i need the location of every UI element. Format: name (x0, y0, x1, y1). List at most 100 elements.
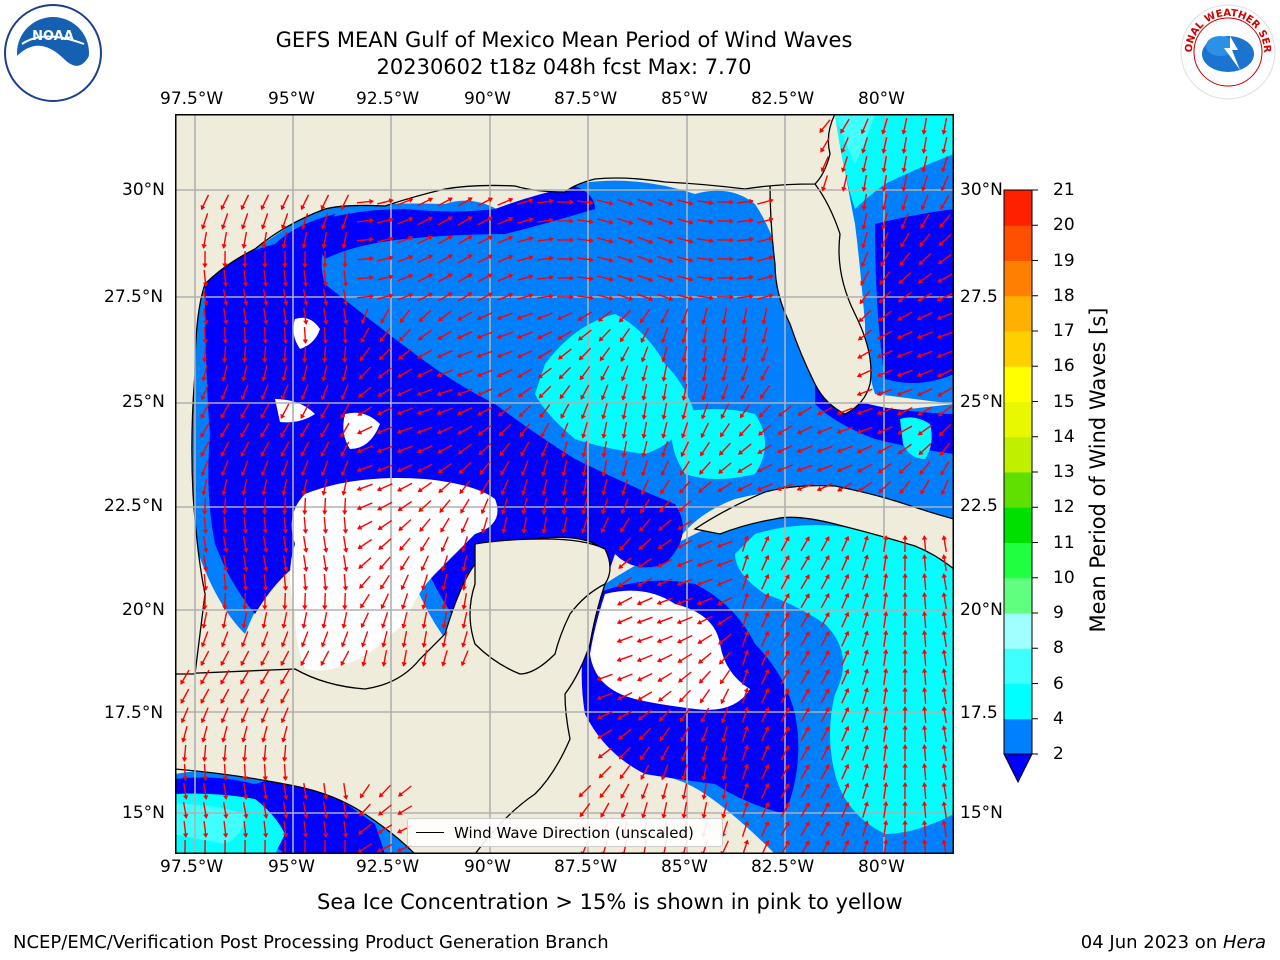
wind-wave-arrowhead (282, 605, 288, 610)
wind-wave-arrowhead (203, 813, 209, 819)
wind-wave-arrowhead (608, 276, 614, 282)
wind-wave-arrowhead (541, 509, 547, 515)
colorbar-tick-label: 9 (1053, 603, 1064, 623)
wind-wave-arrowhead (302, 510, 308, 515)
wind-wave-arrowhead (921, 648, 928, 654)
wind-wave-arrowhead (648, 219, 654, 226)
colorbar-tick-label: 14 (1053, 426, 1075, 447)
wind-wave-arrowhead (902, 725, 908, 730)
wind-wave-arrowhead (863, 801, 869, 807)
wind-wave-arrowhead (921, 800, 928, 806)
wind-wave-arrowhead (858, 317, 864, 323)
wind-wave-arrowhead (320, 660, 326, 666)
wind-wave-arrowhead (369, 198, 374, 205)
wind-wave-arrowhead (636, 619, 642, 625)
wind-wave-arrowhead (877, 316, 884, 322)
wind-wave-arrowhead (636, 637, 642, 644)
wind-wave-arrowhead (200, 451, 206, 457)
wind-wave-arrowhead (721, 813, 727, 819)
wind-wave-arrowhead (821, 186, 827, 192)
wind-wave-arrowhead (784, 650, 790, 656)
wind-wave-arrowhead (262, 282, 269, 287)
wind-wave-arrowhead (303, 795, 309, 800)
wind-wave-arrowhead (421, 623, 427, 629)
wind-wave-arrowhead (804, 840, 810, 846)
wind-wave-arrowhead (281, 224, 287, 230)
wind-wave-arrowhead (863, 592, 869, 598)
wind-wave-arrowhead (418, 506, 424, 513)
wind-wave-arrowhead (388, 217, 394, 223)
wind-wave-arrowhead (322, 510, 328, 515)
wind-wave-arrowhead (816, 429, 822, 435)
gulf-map (175, 114, 954, 854)
wind-wave-arrowhead (883, 687, 889, 692)
wind-wave-arrowhead (323, 547, 329, 553)
wind-wave-arrowhead (628, 295, 634, 301)
wind-wave-arrowhead (549, 198, 554, 205)
wind-wave-arrowhead (302, 833, 309, 838)
colorbar-band (1004, 472, 1032, 508)
wind-wave-arrowhead (648, 295, 654, 302)
wind-wave-arrowhead (500, 490, 506, 496)
wind-wave-arrowhead (636, 676, 643, 682)
wind-wave-arrowhead (398, 525, 404, 532)
wind-wave-arrowhead (896, 371, 902, 378)
wind-wave-arrowhead (648, 200, 654, 207)
wind-wave-arrowhead (681, 433, 687, 439)
wind-wave-arrowhead (457, 429, 463, 435)
wind-wave-arrowhead (496, 315, 502, 321)
wind-wave-arrowhead (508, 273, 514, 279)
wind-wave-arrowhead (377, 505, 383, 511)
wind-wave-arrowhead (883, 820, 889, 825)
colorbar-band (1004, 225, 1032, 261)
wind-wave-arrowhead (941, 573, 947, 578)
wind-wave-arrowhead (861, 167, 867, 173)
wind-wave-arrowhead (322, 529, 329, 534)
wind-wave-arrowhead (844, 649, 850, 655)
wind-wave-arrowhead (342, 529, 349, 534)
wind-wave-arrowhead (901, 148, 907, 154)
wind-wave-arrowhead (397, 354, 404, 360)
wind-wave-arrowhead (758, 430, 764, 436)
wind-wave-arrowhead (640, 508, 645, 514)
wind-wave-arrowhead (221, 737, 227, 743)
wind-wave-arrowhead (804, 650, 810, 656)
wind-wave-arrowhead (437, 334, 443, 340)
wind-wave-arrowhead (303, 320, 309, 325)
wind-wave-arrowhead (467, 216, 473, 222)
wind-wave-arrowhead (487, 273, 493, 279)
wind-wave-arrowhead (280, 204, 286, 211)
wind-wave-arrowhead (641, 813, 647, 819)
wind-wave-arrowhead (637, 563, 643, 569)
wind-wave-arrowhead (358, 563, 364, 569)
wind-wave-arrowhead (721, 775, 727, 781)
wind-wave-arrowhead (376, 847, 383, 853)
wind-wave-arrowhead (656, 618, 662, 625)
wind-wave-arrowhead (897, 449, 903, 455)
wind-wave-arrowhead (220, 395, 226, 401)
wind-wave-arrowhead (756, 486, 762, 492)
wind-wave-arrowhead (919, 241, 925, 248)
wind-wave-arrowhead (283, 813, 289, 819)
wind-wave-arrowhead (648, 238, 654, 245)
wind-wave-arrowhead (242, 833, 249, 838)
wind-wave-arrowhead (320, 642, 326, 648)
wind-wave-arrowhead (416, 429, 422, 435)
wind-wave-arrowhead (416, 409, 422, 416)
wind-wave-arrowhead (200, 413, 206, 419)
wind-wave-arrowhead (340, 204, 346, 211)
wind-wave-arrowhead (427, 235, 434, 241)
wind-wave-arrowhead (243, 566, 249, 572)
wind-wave-arrowhead (456, 371, 462, 378)
wind-wave-arrowhead (242, 510, 248, 515)
wind-wave-arrowhead (636, 657, 642, 663)
wind-wave-arrowhead (261, 224, 267, 230)
wind-wave-arrowhead (516, 334, 522, 340)
wind-wave-arrowhead (701, 376, 707, 382)
wind-wave-arrowhead (921, 762, 928, 768)
wind-wave-arrowhead (240, 642, 246, 648)
wind-wave-arrowhead (902, 706, 908, 711)
wind-wave-arrowhead (700, 414, 707, 420)
wind-wave-arrowhead (784, 840, 790, 846)
wind-wave-arrowhead (661, 452, 667, 458)
